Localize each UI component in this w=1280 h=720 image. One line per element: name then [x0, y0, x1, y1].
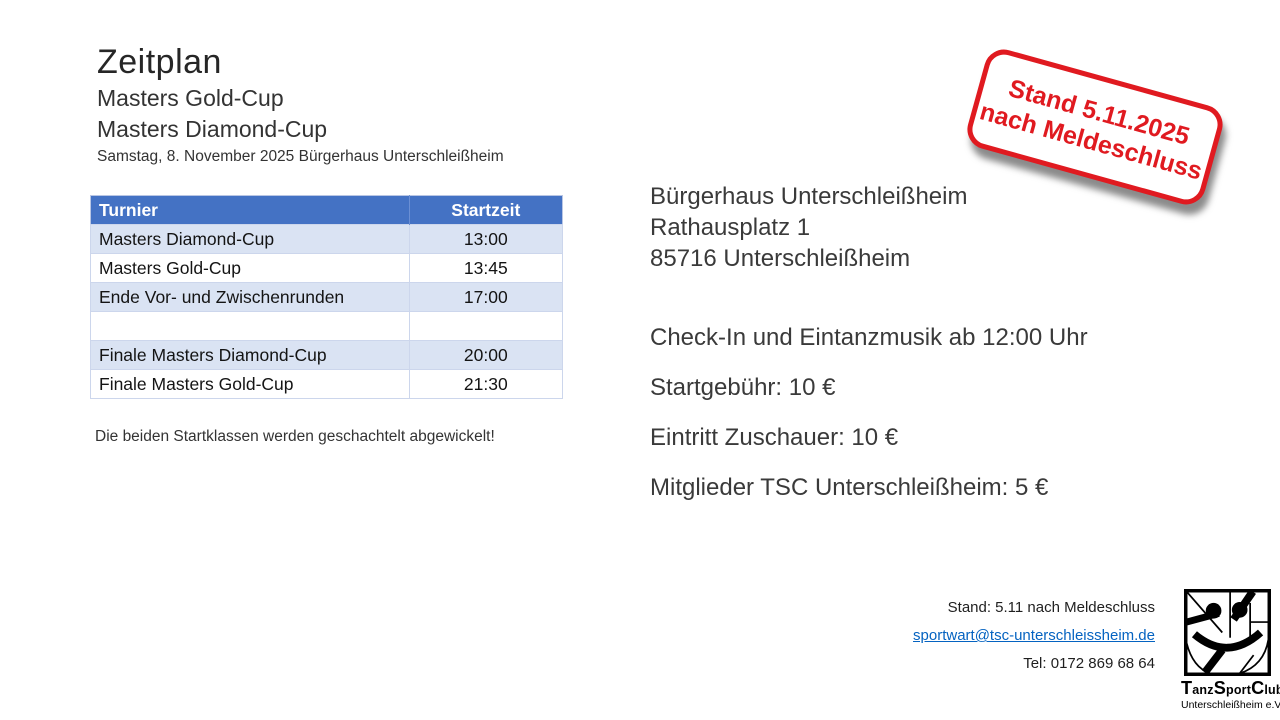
cell-turnier [90, 311, 410, 341]
club-logo-subtitle: Unterschleißheim e.V. [1181, 699, 1280, 711]
table-row: Finale Masters Gold-Cup 21:30 [90, 369, 564, 399]
title-block: Zeitplan Masters Gold-Cup Masters Diamon… [97, 42, 504, 166]
event-info: Check-In und Eintanzmusik ab 12:00 Uhr S… [650, 322, 1088, 522]
table-header-row: Turnier Startzeit [90, 195, 563, 225]
table-row: Ende Vor- und Zwischenrunden 17:00 [90, 282, 564, 312]
schedule-table: Turnier Startzeit Masters Diamond-Cup 13… [90, 195, 564, 399]
member-fee-info: Mitglieder TSC Unterschleißheim: 5 € [650, 474, 1049, 501]
cell-startzeit [408, 311, 564, 341]
contact-status: Stand: 5.11 nach Meldeschluss [947, 599, 1155, 616]
cell-startzeit: 17:00 [408, 282, 564, 312]
cell-startzeit: 13:45 [408, 253, 564, 283]
contact-email-link[interactable]: sportwart@tsc-unterschleissheim.de [913, 627, 1155, 644]
page-title: Zeitplan [97, 43, 222, 81]
venue-city: 85716 Unterschleißheim [650, 245, 911, 272]
column-header-turnier: Turnier [90, 195, 410, 225]
cell-turnier: Finale Masters Diamond-Cup [90, 340, 410, 370]
club-logo-icon [1183, 589, 1271, 676]
checkin-info: Check-In und Eintanzmusik ab 12:00 Uhr [650, 324, 1088, 351]
logo-name-sport: Sport [1213, 678, 1252, 698]
subtitle-gold-cup: Masters Gold-Cup [97, 84, 284, 111]
cell-startzeit: 20:00 [408, 340, 564, 370]
contact-phone: Tel: 0172 869 68 64 [1023, 655, 1155, 672]
venue-street: Rathausplatz 1 [650, 214, 811, 241]
club-logo: TanzSportClub Unterschleißheim e.V. [1181, 589, 1280, 711]
spectator-fee-info: Eintritt Zuschauer: 10 € [650, 424, 899, 451]
cell-turnier: Masters Diamond-Cup [90, 224, 410, 254]
venue-name: Bürgerhaus Unterschleißheim [650, 183, 968, 210]
venue-address: Bürgerhaus Unterschleißheim Rathausplatz… [650, 181, 967, 274]
table-row: Masters Diamond-Cup 13:00 [90, 224, 564, 254]
schedule-note: Die beiden Startklassen werden geschacht… [95, 428, 495, 445]
club-logo-name: TanzSportClub [1181, 678, 1280, 699]
contact-block: Stand: 5.11 nach Meldeschluss sportwart@… [913, 594, 1155, 678]
cell-turnier: Finale Masters Gold-Cup [90, 369, 410, 399]
logo-name-tanz: Tanz [1181, 678, 1214, 698]
cell-turnier: Masters Gold-Cup [90, 253, 410, 283]
cell-startzeit: 13:00 [408, 224, 564, 254]
event-date-line: Samstag, 8. November 2025 Bürgerhaus Unt… [97, 147, 504, 165]
table-row: Finale Masters Diamond-Cup 20:00 [90, 340, 564, 370]
status-stamp: Stand 5.11.2025 nach Meldeschluss [962, 44, 1228, 210]
cell-turnier: Ende Vor- und Zwischenrunden [90, 282, 410, 312]
schedule-table-wrap: Turnier Startzeit Masters Diamond-Cup 13… [90, 195, 564, 399]
cell-startzeit: 21:30 [408, 369, 564, 399]
column-header-startzeit: Startzeit [408, 195, 563, 225]
subtitle-diamond-cup: Masters Diamond-Cup [97, 115, 328, 142]
table-row: Masters Gold-Cup 13:45 [90, 253, 564, 283]
entry-fee-info: Startgebühr: 10 € [650, 374, 836, 401]
logo-name-club: Club [1251, 678, 1280, 698]
table-row [90, 311, 564, 341]
